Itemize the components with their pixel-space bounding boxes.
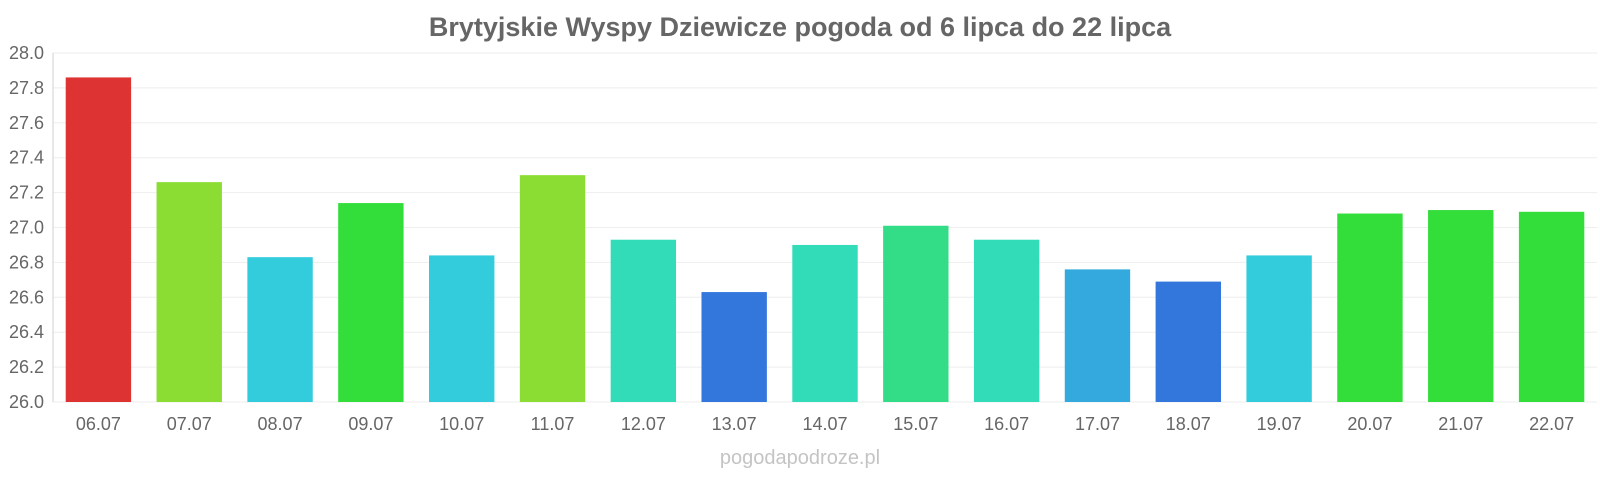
bar-16.07[interactable] <box>973 239 1040 402</box>
x-tick-label: 13.07 <box>712 414 757 434</box>
bar-14.07[interactable] <box>792 244 858 402</box>
bar-08.07[interactable] <box>247 257 313 402</box>
bar-09.07[interactable] <box>338 203 404 402</box>
x-tick-label: 18.07 <box>1166 414 1211 434</box>
bar-06.07[interactable] <box>65 77 132 403</box>
y-tick-label: 27.8 <box>9 78 44 98</box>
bar-07.07[interactable] <box>156 182 222 402</box>
y-tick-label: 27.0 <box>9 218 44 238</box>
bar-17.07[interactable] <box>1064 269 1131 402</box>
bar-15.07[interactable] <box>883 225 949 402</box>
x-tick-label: 12.07 <box>621 414 666 434</box>
y-tick-label: 26.8 <box>9 252 44 272</box>
y-tick-label: 27.2 <box>9 183 44 203</box>
bar-19.07[interactable] <box>1246 255 1312 402</box>
y-tick-label: 26.6 <box>9 287 44 307</box>
x-tick-label: 17.07 <box>1075 414 1120 434</box>
x-axis-ticks: 06.07 07.07 08.07 09.07 10.07 11.07 12.07 13.07… <box>76 414 1574 434</box>
bar-21.07[interactable] <box>1428 210 1494 402</box>
x-tick-label: 20.07 <box>1347 414 1392 434</box>
x-tick-label: 21.07 <box>1438 414 1483 434</box>
x-tick-label: 14.07 <box>802 414 847 434</box>
y-tick-label: 28.0 <box>9 43 44 63</box>
x-tick-label: 06.07 <box>76 414 121 434</box>
x-tick-label: 16.07 <box>984 414 1029 434</box>
x-tick-label: 19.07 <box>1257 414 1302 434</box>
bar-20.07[interactable] <box>1337 213 1403 402</box>
y-tick-label: 26.2 <box>9 357 44 377</box>
bar-10.07[interactable] <box>429 255 495 402</box>
bar-22.07[interactable] <box>1518 211 1585 402</box>
bar-18.07[interactable] <box>1155 281 1221 402</box>
bar-11.07[interactable] <box>519 175 586 402</box>
chart-title: Brytyjskie Wyspy Dziewicze pogoda od 6 l… <box>429 12 1172 42</box>
bar-12.07[interactable] <box>610 239 677 402</box>
y-axis-ticks: 26.0 26.2 26.4 26.6 26.8 27.0 27.2 27.4 27.6 27.8… <box>9 43 44 412</box>
y-tick-label: 26.0 <box>9 392 44 412</box>
x-tick-label: 07.07 <box>167 414 212 434</box>
x-tick-label: 11.07 <box>531 414 575 434</box>
y-tick-label: 26.4 <box>9 322 44 342</box>
y-tick-label: 27.6 <box>9 113 44 133</box>
watermark: pogodapodroze.pl <box>720 447 880 469</box>
x-tick-label: 15.07 <box>893 414 938 434</box>
x-tick-label: 22.07 <box>1529 414 1574 434</box>
y-tick-label: 27.4 <box>9 148 44 168</box>
x-tick-label: 09.07 <box>348 414 393 434</box>
bar-13.07[interactable] <box>701 292 767 402</box>
x-tick-label: 08.07 <box>258 414 303 434</box>
bars <box>65 77 1585 403</box>
x-tick-label: 10.07 <box>439 414 484 434</box>
